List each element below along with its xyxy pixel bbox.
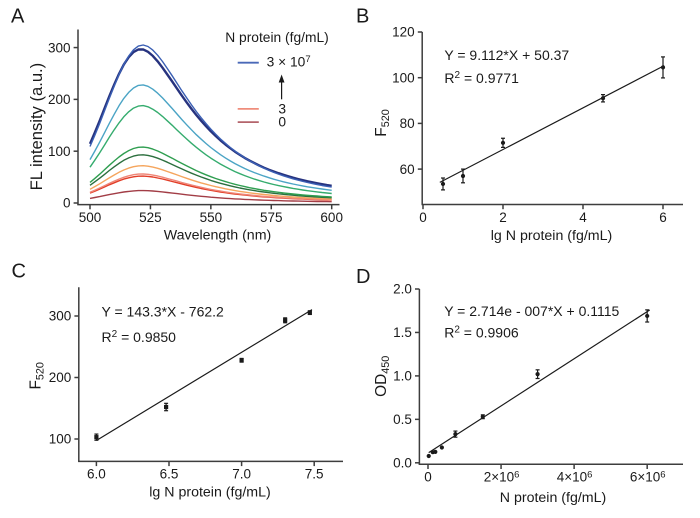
svg-text:lg N protein (fg/mL): lg N protein (fg/mL) (491, 228, 612, 244)
svg-text:Y = 143.3*X - 762.2: Y = 143.3*X - 762.2 (102, 304, 225, 320)
svg-text:Y = 2.714e - 007*X + 0.1115: Y = 2.714e - 007*X + 0.1115 (444, 303, 619, 319)
svg-text:4: 4 (579, 210, 587, 225)
svg-text:Y = 9.112*X + 50.37: Y = 9.112*X + 50.37 (444, 47, 569, 63)
svg-text:3: 3 (278, 102, 286, 117)
svg-text:60: 60 (400, 162, 415, 177)
svg-text:0.0: 0.0 (393, 456, 412, 471)
svg-text:2.0: 2.0 (393, 282, 412, 297)
svg-text:1.0: 1.0 (393, 369, 412, 384)
svg-text:120: 120 (392, 25, 415, 40)
svg-text:D: D (356, 266, 370, 288)
svg-text:6.0: 6.0 (87, 467, 106, 482)
svg-text:0: 0 (63, 196, 71, 211)
svg-text:575: 575 (260, 210, 283, 225)
svg-text:100: 100 (49, 432, 72, 447)
svg-text:0: 0 (424, 470, 432, 485)
svg-text:550: 550 (200, 210, 223, 225)
svg-text:R2 = 0.9771: R2 = 0.9771 (444, 70, 519, 86)
svg-text:100: 100 (392, 70, 415, 85)
svg-text:300: 300 (48, 40, 71, 55)
svg-text:A: A (11, 6, 25, 28)
svg-text:6: 6 (659, 210, 667, 225)
svg-text:6.5: 6.5 (160, 467, 179, 482)
svg-text:R2 = 0.9850: R2 = 0.9850 (102, 329, 177, 345)
svg-text:2×106: 2×106 (484, 469, 520, 484)
svg-text:lg N protein (fg/mL): lg N protein (fg/mL) (149, 484, 270, 500)
svg-text:0: 0 (419, 210, 427, 225)
svg-text:500: 500 (79, 210, 102, 225)
svg-text:2: 2 (499, 210, 507, 225)
svg-text:600: 600 (320, 210, 343, 225)
svg-text:N protein (fg/mL): N protein (fg/mL) (225, 30, 329, 45)
svg-text:C: C (12, 260, 26, 282)
svg-text:0.5: 0.5 (393, 412, 412, 427)
svg-text:200: 200 (49, 370, 72, 385)
svg-text:200: 200 (48, 92, 71, 107)
svg-text:3 × 107: 3 × 107 (267, 54, 311, 70)
svg-text:7.0: 7.0 (232, 467, 251, 482)
svg-text:R2 = 0.9906: R2 = 0.9906 (444, 325, 519, 341)
svg-text:6×106: 6×106 (630, 469, 666, 484)
svg-text:7.5: 7.5 (305, 467, 324, 482)
svg-text:0: 0 (278, 115, 286, 130)
svg-text:300: 300 (49, 309, 72, 324)
svg-text:4×106: 4×106 (557, 469, 593, 484)
svg-text:1.5: 1.5 (393, 325, 412, 340)
svg-text:Wavelength (nm): Wavelength (nm) (164, 228, 272, 244)
svg-text:B: B (356, 6, 369, 28)
svg-text:525: 525 (139, 210, 162, 225)
svg-text:FL intensity (a.u.): FL intensity (a.u.) (27, 63, 46, 191)
svg-text:100: 100 (48, 144, 71, 159)
svg-text:N protein (fg/mL): N protein (fg/mL) (500, 490, 606, 506)
svg-text:80: 80 (400, 116, 415, 131)
